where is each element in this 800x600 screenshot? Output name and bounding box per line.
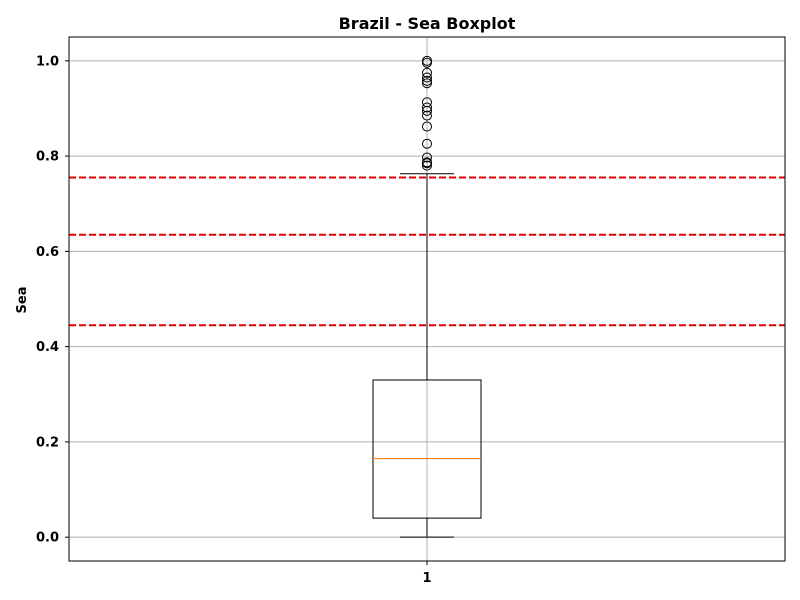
outlier-point	[422, 55, 432, 66]
outlier-point	[422, 138, 432, 149]
y-tick-label: 0.2	[36, 435, 59, 450]
chart-title: Brazil - Sea Boxplot	[339, 14, 516, 33]
outlier-point	[422, 157, 432, 168]
outlier-point	[422, 78, 432, 89]
y-tick-label: 0.0	[36, 531, 59, 546]
outlier-point	[422, 110, 432, 121]
reference-lines-layer	[69, 176, 785, 327]
outlier-point	[422, 97, 432, 108]
y-tick-label: 0.4	[36, 340, 59, 355]
y-tick-label: 0.8	[36, 150, 59, 165]
iqr-box	[372, 379, 482, 519]
box-layer	[372, 173, 482, 538]
x-tick-label: 1	[422, 571, 431, 586]
outlier-point	[422, 121, 432, 132]
y-tick-label: 1.0	[36, 54, 59, 69]
outlier-point	[422, 152, 432, 163]
outlier-point	[422, 75, 432, 86]
y-axis-label: Sea	[15, 287, 30, 314]
outlier-point	[422, 72, 432, 83]
outlier-point	[422, 67, 432, 78]
outlier-point	[422, 102, 432, 113]
y-tick-label: 0.6	[36, 245, 59, 260]
outlier-point	[422, 160, 432, 171]
plot-frame	[68, 36, 786, 562]
ticks-layer: 0.0 0.2 0.4 0.6 0.8 1.0 1	[36, 54, 432, 586]
outliers-layer	[422, 55, 432, 171]
